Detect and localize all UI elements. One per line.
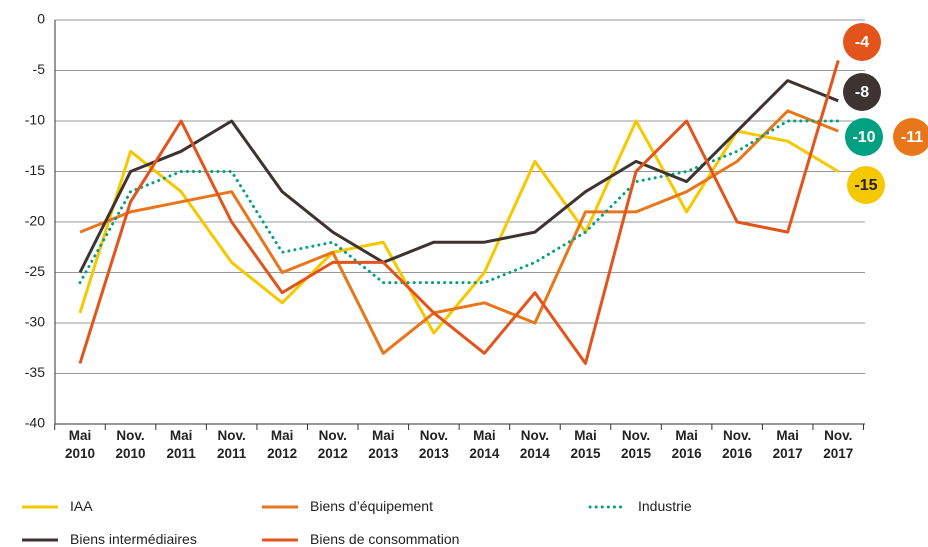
x-tick-label: Nov. 2013 [418,428,449,461]
y-tick-label: -35 [25,364,45,380]
x-tick-label: Nov. 2015 [621,428,652,461]
y-tick-label: 0 [37,11,45,27]
x-tick-label: Mai 2013 [368,428,399,461]
legend-label: Biens de consommation [310,531,460,547]
y-tick-label: -25 [25,263,45,279]
x-tick-label: Nov. 2011 [216,428,247,461]
x-tick-label: Nov. 2012 [317,428,348,461]
series-line [78,79,839,274]
series-line [79,109,839,355]
x-tick-label: Nov. 2014 [519,428,550,461]
end-label: -4 [855,34,869,51]
legend-label: IAA [70,498,93,514]
end-label: -10 [852,129,875,146]
x-tick-label: Mai 2012 [267,428,298,461]
end-badge [893,118,928,156]
y-tick-label: -20 [25,213,45,229]
x-tick-label: Nov. 2016 [722,428,753,461]
x-tick-label: Mai 2011 [166,428,196,461]
x-tick-label: Mai 2016 [671,428,702,461]
end-badge [843,23,881,61]
end-badge [845,118,883,156]
x-tick-label: Mai 2015 [570,428,601,461]
x-tick-label: Nov. 2017 [823,428,854,461]
y-tick-label: -5 [33,61,46,77]
series-line [78,59,840,365]
end-label: -11 [901,129,923,146]
y-tick-label: -15 [25,162,45,178]
end-label: -15 [854,177,877,194]
end-badge [847,166,885,204]
x-tick-label: Mai 2010 [64,428,96,461]
y-tick-label: -30 [25,314,45,330]
legend-label: Biens intermédiaires [70,531,197,547]
x-tick-label: Mai 2014 [469,428,500,461]
y-tick-label: -40 [25,415,45,431]
end-label: -8 [855,84,869,101]
legend-label: Biens d’équipement [310,498,433,514]
y-tick-label: -10 [25,112,45,128]
end-badge [843,73,881,111]
x-tick-label: Nov. 2010 [115,428,146,461]
x-tick-label: Mai 2017 [772,428,803,461]
legend-label: Industrie [638,498,692,514]
series-line [78,119,840,335]
